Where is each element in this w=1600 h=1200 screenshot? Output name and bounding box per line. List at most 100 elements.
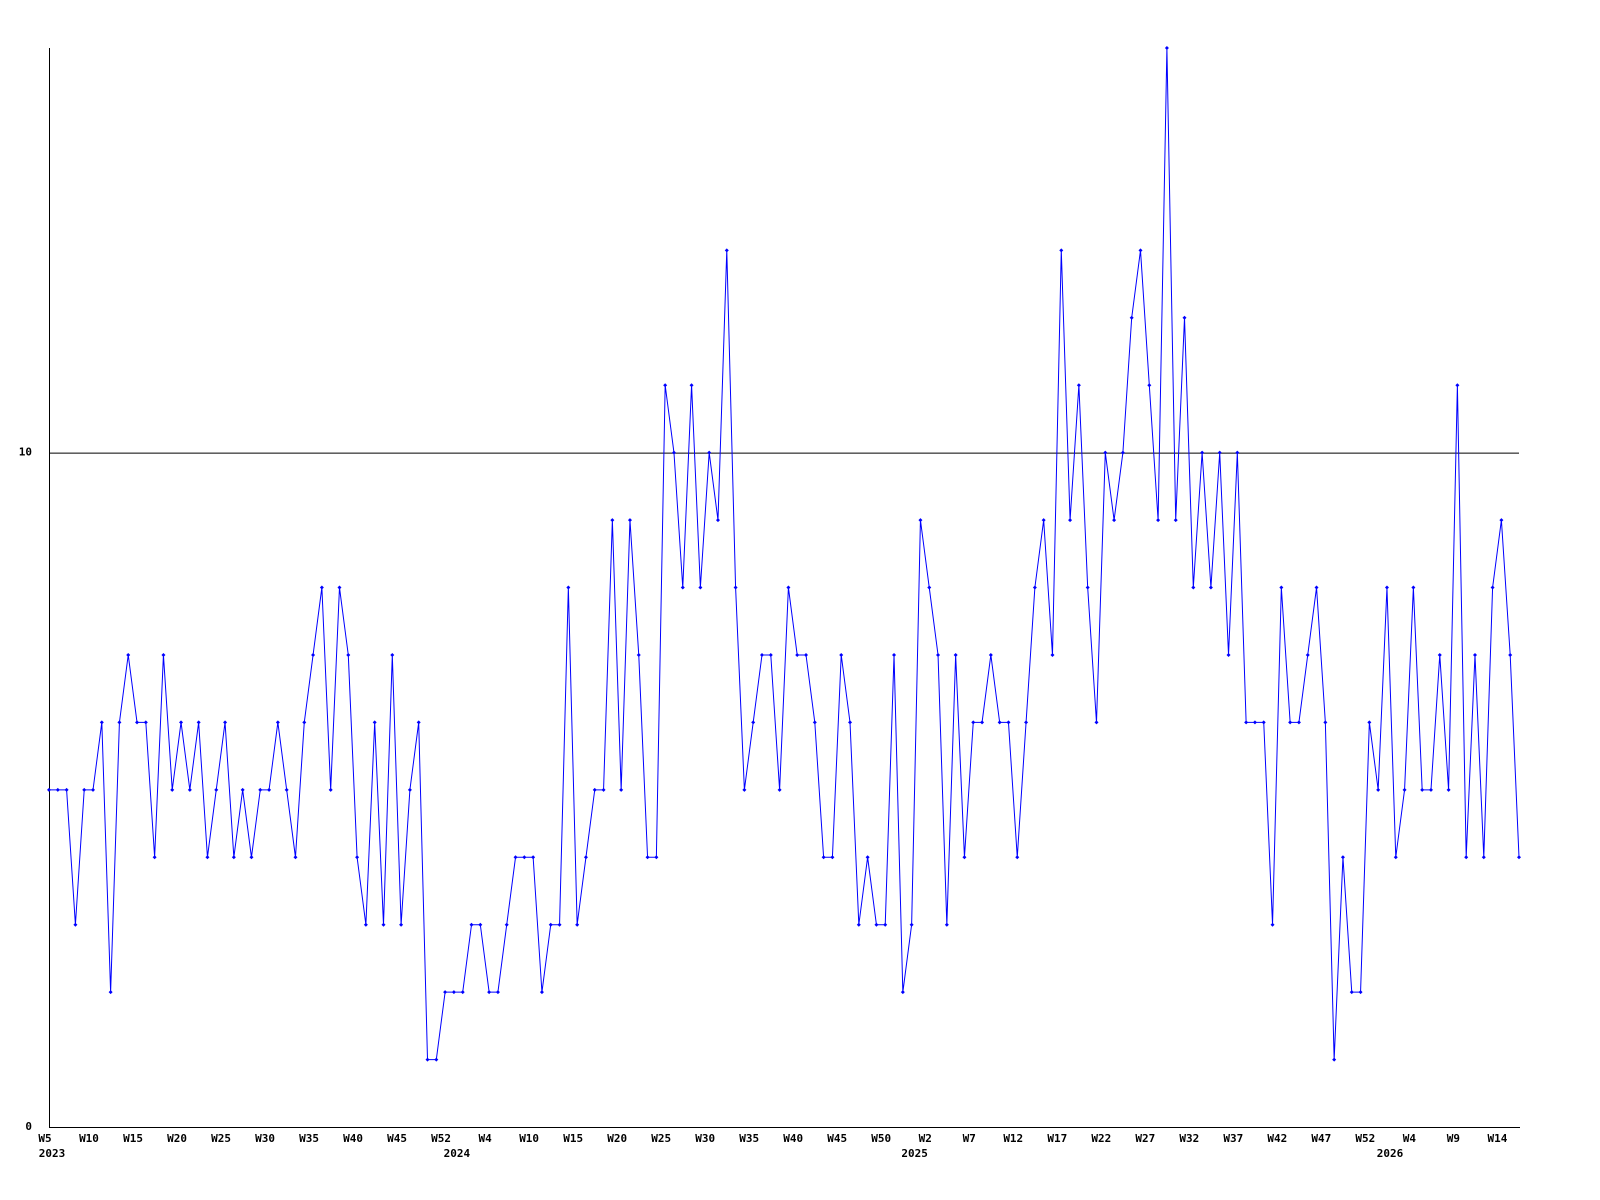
point-marker [231, 855, 236, 860]
point-marker [1103, 450, 1108, 455]
point-marker [610, 518, 615, 523]
point-marker [1428, 787, 1433, 792]
point-marker [407, 787, 412, 792]
point-marker [275, 720, 280, 725]
point-marker [434, 1057, 439, 1062]
point-marker [962, 855, 967, 860]
point-marker [892, 652, 897, 657]
x-tick-label: W4 [1403, 1132, 1417, 1145]
point-marker [1314, 585, 1319, 590]
point-marker [1446, 787, 1451, 792]
point-marker [733, 585, 738, 590]
point-marker [399, 922, 404, 927]
x-tick-label: W9 [1447, 1132, 1460, 1145]
point-marker [143, 720, 148, 725]
point-marker [575, 922, 580, 927]
point-marker [1059, 248, 1064, 253]
point-marker [504, 922, 509, 927]
point-marker [1323, 720, 1328, 725]
point-marker [223, 720, 228, 725]
point-marker [830, 855, 835, 860]
point-marker [1015, 855, 1020, 860]
year-label: 2025 [901, 1147, 928, 1160]
point-marker [1235, 450, 1240, 455]
point-marker [64, 787, 69, 792]
x-tick-label: W2 [919, 1132, 932, 1145]
point-marker [627, 518, 632, 523]
point-marker [1279, 585, 1284, 590]
point-marker [680, 585, 685, 590]
year-label: 2026 [1377, 1147, 1404, 1160]
point-marker [337, 585, 342, 590]
year-label: 2023 [39, 1147, 66, 1160]
x-tick-label: W12 [1003, 1132, 1023, 1145]
point-marker [663, 383, 668, 388]
point-marker [522, 855, 527, 860]
point-marker [161, 652, 166, 657]
point-marker [416, 720, 421, 725]
x-tick-label: W10 [79, 1132, 99, 1145]
point-marker [1217, 450, 1222, 455]
x-tick-label: W30 [695, 1132, 715, 1145]
point-marker [1393, 855, 1398, 860]
point-marker [99, 720, 104, 725]
point-marker [997, 720, 1002, 725]
point-marker [865, 855, 870, 860]
point-marker [768, 652, 773, 657]
y-tick-label: 0 [25, 1120, 32, 1133]
point-marker [1332, 1057, 1337, 1062]
point-marker [1270, 922, 1275, 927]
point-marker [724, 248, 729, 253]
x-tick-label: W42 [1267, 1132, 1287, 1145]
point-marker [1472, 652, 1477, 657]
x-tick-label: W15 [563, 1132, 583, 1145]
point-marker [1358, 990, 1363, 995]
point-marker [1208, 585, 1213, 590]
point-marker [1411, 585, 1416, 590]
point-marker [988, 652, 993, 657]
point-marker [1129, 315, 1134, 320]
point-marker [548, 922, 553, 927]
point-marker [883, 922, 888, 927]
point-marker [73, 922, 78, 927]
point-marker [671, 450, 676, 455]
point-marker [487, 990, 492, 995]
x-tick-label: W7 [963, 1132, 976, 1145]
point-marker [469, 922, 474, 927]
point-marker [381, 922, 386, 927]
point-marker [689, 383, 694, 388]
point-marker [1156, 518, 1161, 523]
point-marker [707, 450, 712, 455]
x-tick-label: W47 [1311, 1132, 1331, 1145]
point-marker [909, 922, 914, 927]
x-tick-label: W25 [651, 1132, 671, 1145]
point-marker [1041, 518, 1046, 523]
point-marker [936, 652, 941, 657]
x-tick-label: W30 [255, 1132, 275, 1145]
point-marker [179, 720, 184, 725]
point-marker [751, 720, 756, 725]
point-marker [1182, 315, 1187, 320]
point-marker [645, 855, 650, 860]
x-tick-label: W27 [1135, 1132, 1155, 1145]
point-marker [759, 652, 764, 657]
x-tick-label: W45 [387, 1132, 407, 1145]
point-marker [1420, 787, 1425, 792]
point-marker [1349, 990, 1354, 995]
point-marker [1455, 383, 1460, 388]
point-marker [698, 585, 703, 590]
x-tick-label: W14 [1487, 1132, 1507, 1145]
point-marker [47, 787, 51, 792]
point-marker [1244, 720, 1249, 725]
point-marker [619, 787, 624, 792]
point-marker [601, 787, 606, 792]
point-marker [1261, 720, 1266, 725]
point-marker [531, 855, 536, 860]
point-marker [1437, 652, 1442, 657]
point-marker [918, 518, 923, 523]
x-tick-label: W40 [343, 1132, 363, 1145]
point-marker [1508, 652, 1513, 657]
point-marker [1499, 518, 1504, 523]
point-marker [654, 855, 659, 860]
point-marker [205, 855, 210, 860]
